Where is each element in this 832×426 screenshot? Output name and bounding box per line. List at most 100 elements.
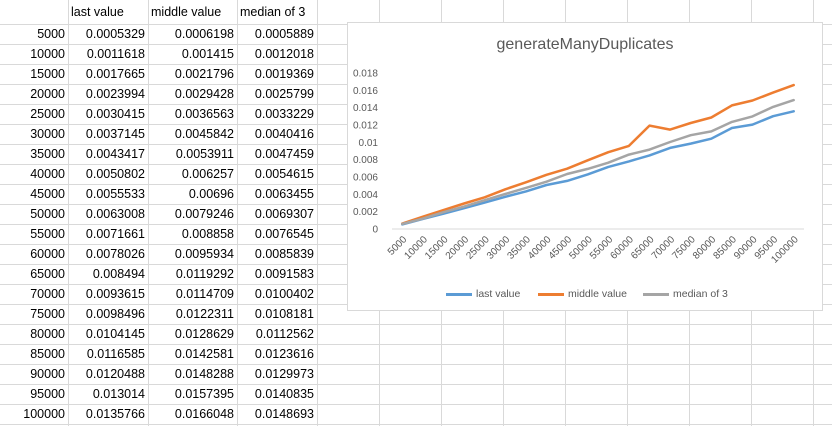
table-cell[interactable]: 0.0063008 [85, 207, 145, 221]
table-cell[interactable]: 0.0140835 [254, 387, 314, 401]
row-size-cell[interactable]: 90000 [30, 367, 65, 381]
table-cell[interactable]: 0.0033229 [254, 107, 314, 121]
table-cell[interactable]: 0.0135766 [85, 407, 145, 421]
table-cell[interactable]: 0.0011618 [86, 47, 145, 61]
table-cell[interactable]: 0.0076545 [254, 227, 314, 241]
grid-line [0, 404, 832, 405]
table-cell[interactable]: 0.0148693 [254, 407, 314, 421]
table-cell[interactable]: 0.0114709 [175, 287, 234, 301]
table-cell[interactable]: 0.0029428 [174, 87, 234, 101]
table-cell[interactable]: 0.0040416 [254, 127, 314, 141]
table-cell[interactable]: 0.0148288 [174, 367, 234, 381]
row-size-cell[interactable]: 30000 [30, 127, 65, 141]
table-cell[interactable]: 0.0098496 [85, 307, 145, 321]
row-size-cell[interactable]: 5000 [37, 27, 65, 41]
table-cell[interactable]: 0.0050802 [85, 167, 145, 181]
row-size-cell[interactable]: 10000 [30, 47, 65, 61]
table-cell[interactable] [0, 2, 68, 22]
row-size-cell[interactable]: 40000 [30, 167, 65, 181]
table-cell[interactable]: 0.0069307 [254, 207, 314, 221]
table-cell[interactable]: 0.0119292 [175, 267, 234, 281]
table-cell[interactable]: 0.0108181 [254, 307, 314, 321]
series-line-last-value[interactable] [401, 110, 795, 226]
column-header[interactable]: middle value [151, 5, 222, 19]
table-cell[interactable]: 0.00696 [188, 187, 234, 201]
row-size-cell[interactable]: 65000 [30, 267, 65, 281]
table-cell[interactable]: 0.0045842 [174, 127, 234, 141]
row-size-cell[interactable]: 20000 [30, 87, 65, 101]
table-cell[interactable]: 0.008494 [92, 267, 145, 281]
row-size-cell[interactable]: 15000 [30, 67, 65, 81]
table-cell[interactable]: 0.0129973 [254, 367, 314, 381]
table-cell[interactable]: 0.0053911 [175, 147, 234, 161]
table-cell[interactable]: 0.0005889 [254, 27, 314, 41]
row-size-cell[interactable]: 25000 [30, 107, 65, 121]
table-cell[interactable]: 0.0157395 [174, 387, 234, 401]
table-cell[interactable]: 0.006257 [181, 167, 234, 181]
column-header[interactable]: median of 3 [240, 5, 306, 19]
table-cell[interactable]: 0.0037145 [85, 127, 145, 141]
table-cell[interactable]: 0.0120488 [85, 367, 145, 381]
table-cell[interactable]: 0.0166048 [174, 407, 234, 421]
row-size-cell[interactable]: 45000 [30, 187, 65, 201]
row-size-cell[interactable]: 85000 [30, 347, 65, 361]
table-cell[interactable]: 0.0104145 [85, 327, 145, 341]
chart-title: generateManyDuplicates [496, 36, 674, 53]
table-cell[interactable]: 0.0079246 [174, 207, 234, 221]
column-header[interactable]: last value [71, 5, 124, 19]
y-tick-label: 0.004 [353, 190, 378, 201]
row-size-cell[interactable]: 70000 [30, 287, 65, 301]
table-cell[interactable]: 0.0005329 [85, 27, 145, 41]
table-cell[interactable]: 0.013014 [92, 387, 145, 401]
legend-swatch [643, 293, 669, 296]
grid-line [317, 0, 318, 426]
grid-line [0, 344, 832, 345]
table-cell[interactable]: 0.0091583 [254, 267, 314, 281]
table-cell[interactable]: 0.0006198 [174, 27, 234, 41]
table-cell[interactable]: 0.0112562 [255, 327, 314, 341]
table-cell[interactable]: 0.0036563 [174, 107, 234, 121]
row-size-cell[interactable]: 60000 [30, 247, 65, 261]
table-cell[interactable]: 0.0043417 [85, 147, 145, 161]
row-size-cell[interactable]: 50000 [30, 207, 65, 221]
table-cell[interactable]: 0.0063455 [254, 187, 314, 201]
row-size-cell[interactable]: 75000 [30, 307, 65, 321]
table-cell[interactable]: 0.0021796 [174, 67, 234, 81]
table-cell[interactable]: 0.0019369 [254, 67, 314, 81]
table-cell[interactable]: 0.0071661 [85, 227, 145, 241]
table-cell[interactable]: 0.001415 [181, 47, 234, 61]
row-size-cell[interactable]: 80000 [30, 327, 65, 341]
table-cell[interactable]: 0.0023994 [85, 87, 145, 101]
y-tick-label: 0.008 [353, 155, 378, 166]
y-tick-label: 0.012 [353, 121, 378, 132]
table-cell[interactable]: 0.0017665 [85, 67, 145, 81]
grid-line [0, 364, 832, 365]
table-cell[interactable]: 0.0123616 [254, 347, 314, 361]
row-size-cell[interactable]: 100000 [23, 407, 65, 421]
table-cell[interactable]: 0.0078026 [85, 247, 145, 261]
table-cell[interactable]: 0.0085839 [254, 247, 314, 261]
table-cell[interactable]: 0.0128629 [174, 327, 234, 341]
legend-swatch [538, 293, 564, 296]
row-size-cell[interactable]: 55000 [30, 227, 65, 241]
legend-label: last value [476, 288, 521, 300]
table-cell[interactable]: 0.0142581 [174, 347, 234, 361]
table-cell[interactable]: 0.008858 [181, 227, 234, 241]
y-tick-label: 0.016 [353, 86, 378, 97]
row-size-cell[interactable]: 35000 [30, 147, 65, 161]
table-cell[interactable]: 0.0054615 [254, 167, 314, 181]
table-cell[interactable]: 0.0116585 [86, 347, 145, 361]
line-chart[interactable]: generateManyDuplicates 0 0.002 0.004 0.006 0… [347, 22, 823, 311]
table-cell[interactable]: 0.0047459 [254, 147, 314, 161]
series-line-median-of-3[interactable] [401, 98, 795, 226]
table-cell[interactable]: 0.0100402 [254, 287, 314, 301]
table-cell[interactable]: 0.0030415 [85, 107, 145, 121]
table-cell[interactable]: 0.0055533 [85, 187, 145, 201]
table-cell[interactable]: 0.0012018 [254, 47, 314, 61]
series-line-middle-value[interactable] [401, 83, 795, 225]
table-cell[interactable]: 0.0025799 [254, 87, 314, 101]
table-cell[interactable]: 0.0093615 [85, 287, 145, 301]
row-size-cell[interactable]: 95000 [30, 387, 65, 401]
table-cell[interactable]: 0.0095934 [174, 247, 234, 261]
table-cell[interactable]: 0.0122311 [175, 307, 234, 321]
